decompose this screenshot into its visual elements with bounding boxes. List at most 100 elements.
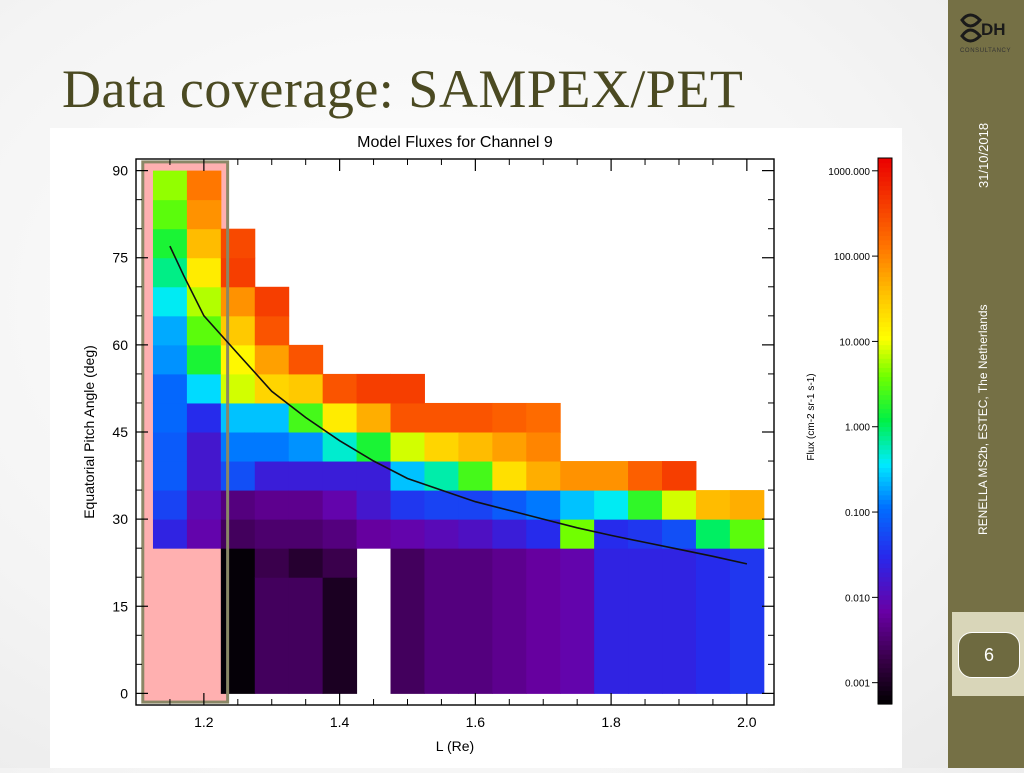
colorbar-segment <box>878 431 892 437</box>
heatmap-cell <box>152 170 188 201</box>
colorbar <box>878 158 892 705</box>
colorbar-segment <box>878 276 892 282</box>
colorbar-segment <box>878 467 892 473</box>
colorbar-segment <box>878 326 892 332</box>
x-tick-label: 1.8 <box>601 714 621 730</box>
heatmap-cell <box>152 432 188 462</box>
heatmap-cell <box>288 577 324 694</box>
colorbar-segment <box>878 617 892 623</box>
heatmap-cell <box>356 373 392 404</box>
colorbar-segment <box>878 567 892 573</box>
colorbar-segment <box>878 262 892 268</box>
colorbar-tick-label: 0.010 <box>845 593 870 604</box>
colorbar-segment <box>878 426 892 432</box>
heatmap-cell <box>560 548 595 694</box>
heatmap-cell <box>628 461 663 491</box>
heatmap-cell <box>526 548 561 694</box>
heatmap-cell <box>356 432 392 462</box>
heatmap-cell <box>186 228 222 259</box>
colorbar-segment <box>878 230 892 236</box>
y-tick-label: 75 <box>112 250 128 266</box>
heatmap-cell <box>152 228 188 259</box>
colorbar-segment <box>878 335 892 341</box>
heatmap-cell <box>152 490 188 520</box>
colorbar-segment <box>878 590 892 596</box>
page-title: Data coverage: SAMPEX/PET <box>62 59 744 119</box>
heatmap-cell <box>186 373 222 404</box>
colorbar-segment <box>878 572 892 578</box>
colorbar-segment <box>878 408 892 414</box>
colorbar-segment <box>878 394 892 400</box>
heatmap-chart: Model Fluxes for Channel 9 1.2 1.4 1.6 1.8 2.… <box>81 134 893 754</box>
heatmap-cell <box>390 519 425 549</box>
heatmap-cell <box>288 373 324 404</box>
page-number: 6 <box>958 632 1020 678</box>
colorbar-segment <box>878 380 892 387</box>
heatmap-cell <box>186 199 222 230</box>
colorbar-segment <box>878 435 892 441</box>
heatmap-cell <box>152 199 188 230</box>
heatmap-cell <box>254 286 290 317</box>
heatmap-cell <box>662 490 697 520</box>
heatmap-cell <box>220 344 256 375</box>
heatmap-cell <box>254 577 290 694</box>
colorbar-segment <box>878 631 892 637</box>
colorbar-segment <box>878 299 892 305</box>
colorbar-segment <box>878 685 892 691</box>
colorbar-tick-label: 0.001 <box>845 679 870 690</box>
colorbar-segment <box>878 285 892 291</box>
heatmap-cell <box>390 432 425 462</box>
heatmap-cell <box>526 490 561 520</box>
heatmap-cell <box>662 519 697 549</box>
colorbar-segment <box>878 253 892 259</box>
heatmap-cell <box>186 490 222 520</box>
colorbar-segment <box>878 171 892 177</box>
colorbar-segment <box>878 481 892 487</box>
colorbar-segment <box>878 558 892 564</box>
colorbar-segment <box>878 167 892 173</box>
colorbar-segment <box>878 453 892 459</box>
colorbar-segment <box>878 499 892 505</box>
heatmap-cell <box>492 402 527 433</box>
colorbar-segment <box>878 340 892 346</box>
colorbar-segment <box>878 371 892 377</box>
colorbar-segment <box>878 440 892 446</box>
y-tick-label: 60 <box>112 337 128 353</box>
colorbar-segment <box>878 412 892 418</box>
colorbar-segment <box>878 594 892 600</box>
colorbar-segment <box>878 658 892 664</box>
heatmap-cell <box>594 519 629 549</box>
colorbar-segment <box>878 403 892 409</box>
colorbar-segment <box>878 258 892 264</box>
chart-title: Model Fluxes for Channel 9 <box>357 134 553 151</box>
colorbar-segment <box>878 531 892 537</box>
colorbar-segment <box>878 194 892 200</box>
heatmap-cell <box>322 519 358 549</box>
colorbar-segment <box>878 458 892 464</box>
colorbar-segment <box>878 471 892 478</box>
colorbar-segment <box>878 635 892 641</box>
heatmap-cell <box>729 548 765 694</box>
boundary-curve <box>169 245 748 565</box>
y-tick-label: 45 <box>112 424 128 440</box>
heatmap-cell <box>254 519 290 549</box>
heatmap-cell <box>526 402 561 433</box>
x-tick-label: 1.4 <box>330 714 350 730</box>
colorbar-segment <box>878 289 892 296</box>
colorbar-segment <box>878 622 892 628</box>
colorbar-segment <box>878 490 892 496</box>
heatmap-cells <box>152 170 765 694</box>
heatmap-cell <box>390 490 425 520</box>
heatmap-cell <box>424 519 459 549</box>
heatmap-cell <box>628 519 663 549</box>
heatmap-cell <box>152 344 188 375</box>
y-tick-label: 15 <box>112 598 128 614</box>
heatmap-cell <box>356 490 392 520</box>
heatmap-cell <box>729 519 765 549</box>
heatmap-cell <box>492 461 527 491</box>
heatmap-cell <box>186 402 222 433</box>
colorbar-segment <box>878 526 892 532</box>
colorbar-segment <box>878 344 892 350</box>
colorbar-segment <box>878 158 892 164</box>
colorbar-segment <box>878 303 892 309</box>
